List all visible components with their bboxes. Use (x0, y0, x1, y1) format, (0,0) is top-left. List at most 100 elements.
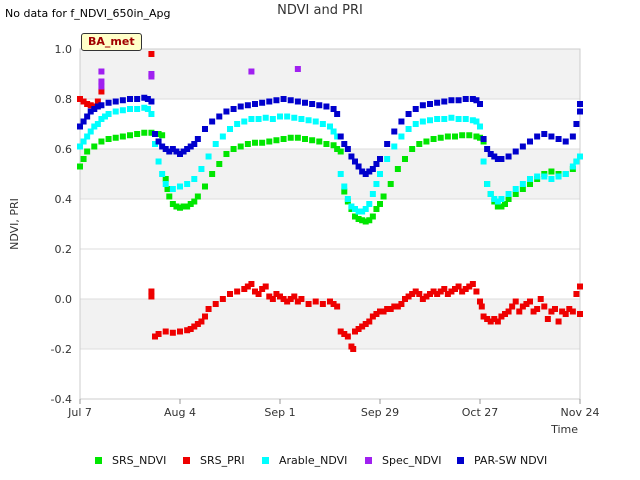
srs-ndvi-point (287, 134, 294, 141)
arable-ndvi-point (498, 196, 505, 202)
srs-ndvi-point (180, 203, 187, 210)
par-sw-ndvi-point (377, 156, 383, 162)
srs-pri-point (548, 308, 555, 315)
srs-pri-point (402, 296, 408, 302)
srs-ndvi-point (355, 216, 362, 222)
arable-ndvi-point (548, 176, 555, 182)
arable-ndvi-point (119, 107, 126, 114)
srs-ndvi-point (244, 141, 251, 147)
srs-pri-point (273, 291, 280, 297)
srs-pri-point (205, 306, 212, 312)
srs-ndvi-point (377, 201, 383, 207)
srs-ndvi-point (394, 166, 401, 172)
srs-pri-point (569, 308, 576, 315)
par-sw-ndvi-point (427, 101, 433, 107)
par-sw-ndvi-point (169, 146, 176, 152)
par-sw-ndvi-point (369, 166, 376, 172)
srs-pri-point (77, 96, 83, 102)
legend-label: Spec_NDVI (382, 454, 442, 467)
arable-ndvi-point (327, 123, 333, 130)
srs-ndvi-point (459, 132, 466, 139)
par-sw-ndvi-point (348, 153, 355, 160)
srs-pri-point (423, 293, 430, 300)
srs-pri-point (516, 308, 523, 315)
srs-pri-point (162, 328, 169, 335)
y-tick-label: 1.0 (55, 43, 73, 56)
srs-ndvi-point (409, 146, 416, 152)
srs-ndvi-point (477, 134, 483, 141)
par-sw-ndvi-point (259, 99, 266, 106)
arable-ndvi-point (344, 196, 351, 202)
srs-pri-point (505, 308, 512, 315)
srs-ndvi-point (252, 139, 258, 146)
y-tick-label: 0.6 (55, 143, 73, 156)
srs-pri-point (530, 308, 537, 315)
arable-ndvi-point (494, 198, 501, 205)
arable-ndvi-point (448, 114, 455, 121)
legend-label: Arable_NDVI (279, 454, 348, 467)
par-sw-ndvi-point (316, 102, 323, 109)
par-sw-ndvi-point (77, 123, 83, 130)
arable-ndvi-point (512, 186, 519, 192)
band-0 (80, 299, 580, 349)
par-sw-ndvi-point (469, 96, 476, 102)
legend-swatch (95, 456, 102, 464)
par-sw-ndvi-point (462, 96, 469, 102)
srs-pri-point (562, 311, 569, 317)
par-sw-ndvi-point (405, 111, 412, 117)
arable-ndvi-point (359, 208, 366, 215)
srs-ndvi-point (494, 203, 501, 210)
arable-ndvi-point (234, 121, 241, 127)
arable-ndvi-point (337, 171, 344, 177)
legend-item-par-sw-ndvi: PAR-SW NDVI (457, 454, 547, 467)
par-sw-ndvi-point (127, 96, 133, 102)
arable-ndvi-point (427, 117, 433, 124)
srs-pri-point (84, 101, 91, 107)
par-sw-ndvi-point (441, 98, 448, 105)
no-data-note: No data for f_NDVI_650in_Apg (5, 7, 171, 20)
srs-pri-point (405, 293, 412, 300)
srs-ndvi-point (548, 168, 555, 175)
arable-ndvi-point (373, 181, 380, 187)
srs-pri-point (434, 291, 441, 297)
srs-ndvi-point (498, 203, 505, 210)
par-sw-ndvi-point (330, 106, 337, 112)
srs-pri-point (430, 288, 437, 295)
srs-pri-point (419, 296, 426, 302)
arable-ndvi-point (148, 111, 155, 117)
y-tick-label: -0.2 (51, 343, 72, 356)
srs-pri-point (227, 291, 233, 297)
srs-pri-point (287, 296, 294, 302)
srs-pri-point (177, 328, 183, 335)
par-sw-ndvi-point (548, 133, 555, 140)
srs-pri-point (478, 303, 485, 310)
arable-ndvi-point (473, 118, 480, 125)
srs-pri-point (234, 288, 241, 295)
srs-pri-point (291, 293, 298, 300)
par-sw-ndvi-point (519, 143, 526, 150)
arable-ndvi-point (477, 123, 483, 130)
par-sw-ndvi-point (184, 146, 191, 152)
par-sw-ndvi-point (166, 148, 173, 155)
arable-ndvi-point (469, 117, 476, 124)
arable-ndvi-point (330, 128, 337, 135)
srs-pri-point (480, 313, 487, 320)
par-sw-ndvi-point (473, 97, 480, 104)
srs-ndvi-point (187, 201, 194, 207)
arable-ndvi-point (159, 171, 166, 177)
srs-ndvi-point (294, 134, 301, 141)
par-sw-ndvi-point (237, 103, 244, 110)
par-sw-ndvi-point (187, 143, 194, 150)
srs-pri-point (362, 321, 369, 327)
par-sw-ndvi-point (412, 106, 419, 112)
srs-ndvi-point (91, 143, 98, 150)
srs-ndvi-point (430, 136, 437, 142)
srs-ndvi-point (112, 134, 119, 141)
srs-pri-point (566, 306, 573, 312)
srs-ndvi-point (502, 201, 508, 207)
srs-ndvi-point (444, 133, 451, 140)
srs-ndvi-point (473, 133, 480, 140)
par-sw-ndvi-point (494, 156, 501, 162)
srs-pri-point (266, 293, 273, 300)
par-sw-ndvi-point (534, 133, 541, 140)
